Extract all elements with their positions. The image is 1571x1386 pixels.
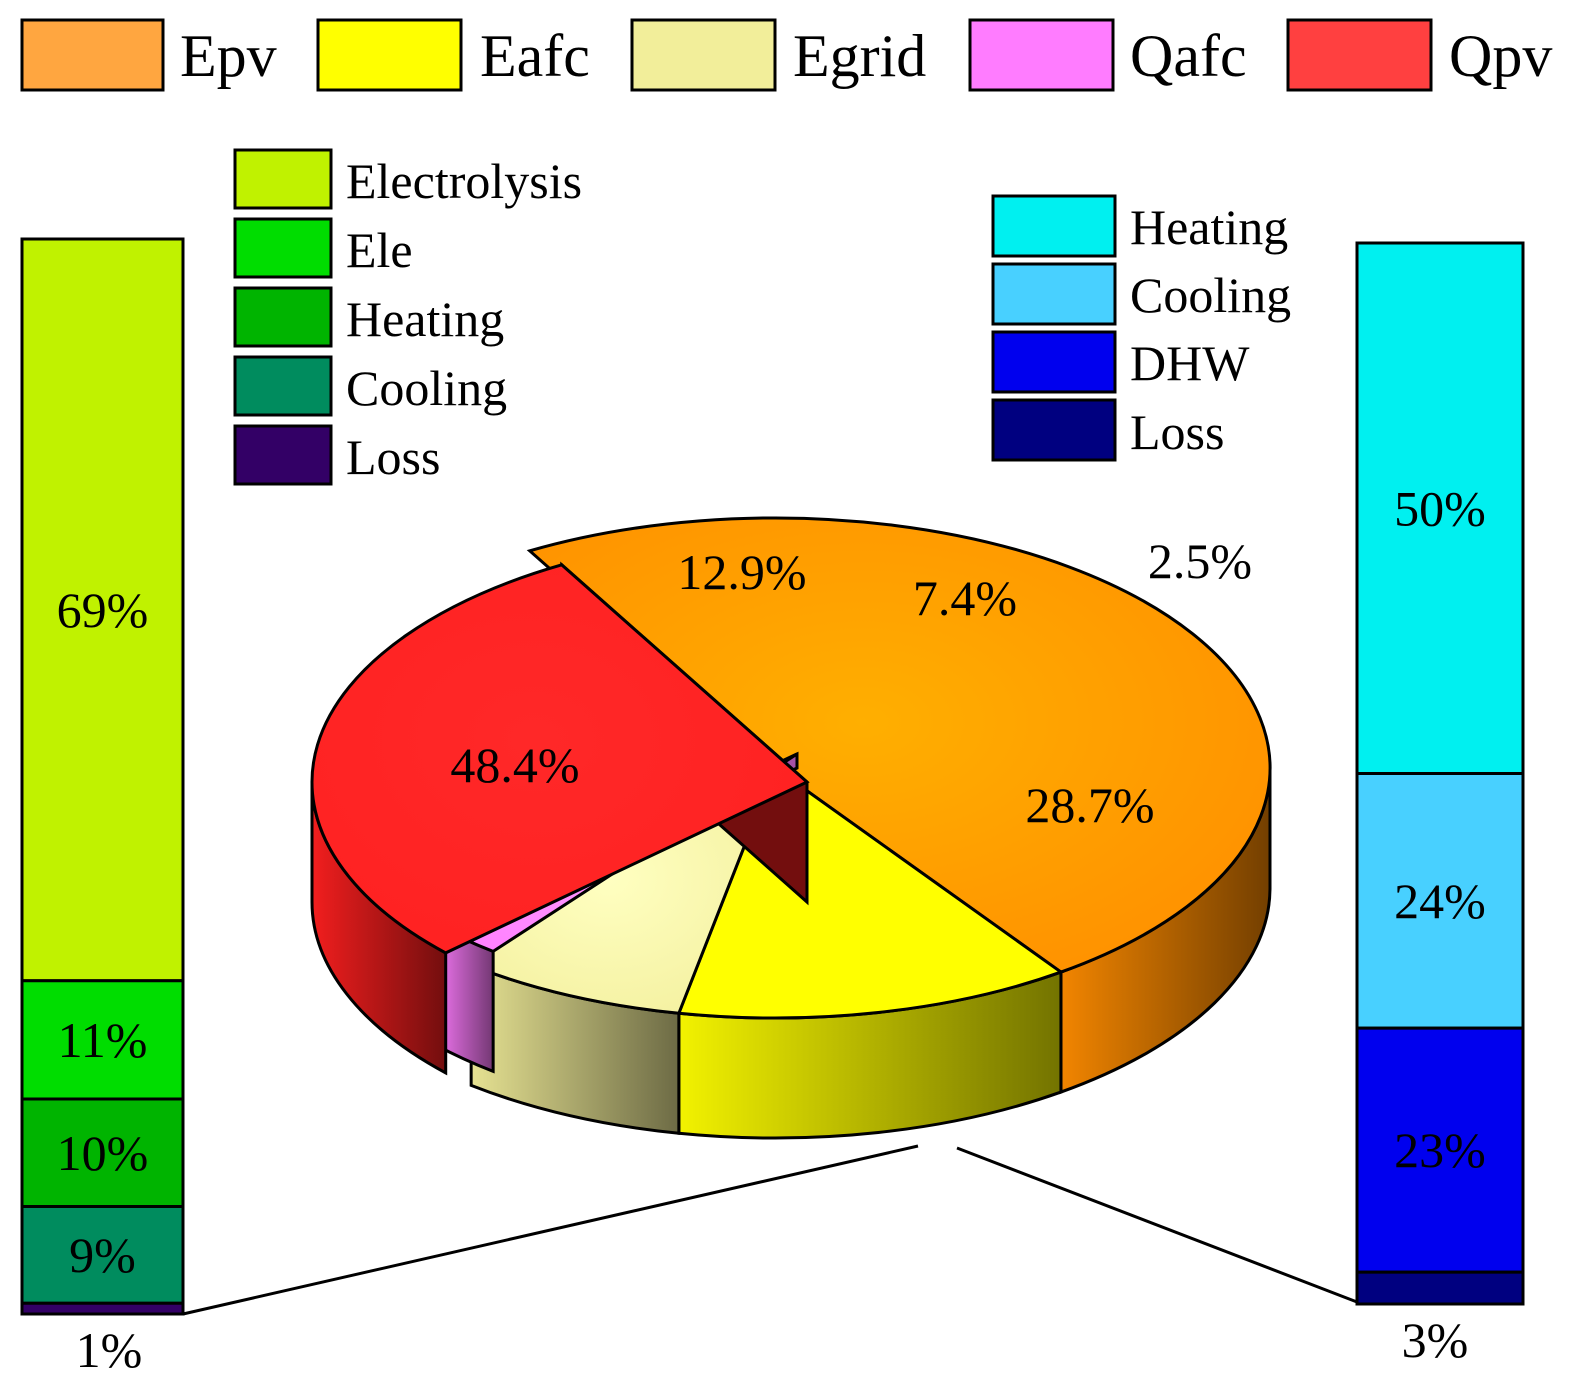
bar-label-qpv-loss: 3% bbox=[1402, 1312, 1469, 1368]
bar-label-qpv-dhw: 23% bbox=[1394, 1122, 1486, 1178]
qpv-breakdown-bar: 50% 24% 23% 3% bbox=[1355, 241, 1525, 1368]
legend-label-heating-left: Heating bbox=[346, 291, 504, 347]
legend-label-loss-right: Loss bbox=[1130, 404, 1224, 460]
bar-label-epv-cooling: 9% bbox=[69, 1227, 136, 1283]
legend-label-epv: Epv bbox=[180, 23, 277, 89]
pie-label-epv: 48.4% bbox=[450, 737, 579, 793]
connector-line-left bbox=[182, 1144, 919, 1316]
legend-label-cooling-left: Cooling bbox=[346, 360, 507, 416]
pie-label-eafc: 12.9% bbox=[677, 544, 806, 600]
legend-swatch-cooling-left bbox=[233, 355, 333, 417]
legend-swatch-heating-right bbox=[991, 194, 1117, 258]
bar-segment-qpv-loss bbox=[1355, 1270, 1525, 1306]
legend-swatch-electrolysis bbox=[233, 148, 333, 210]
legend-item-egrid: Egrid bbox=[630, 18, 926, 92]
bar-segment-qpv-heating bbox=[1355, 241, 1525, 775]
epv-breakdown-legend: Electrolysis Ele Heating Cooling Loss bbox=[233, 148, 582, 486]
bar-label-epv-loss: 1% bbox=[76, 1322, 143, 1378]
bar-label-qpv-cooling: 24% bbox=[1394, 873, 1486, 929]
bar-segment-epv-ele bbox=[20, 979, 185, 1101]
legend-swatch-loss-left bbox=[233, 424, 333, 486]
breakdown-connectors bbox=[182, 1144, 1358, 1316]
legend-swatch-qpv bbox=[1286, 18, 1433, 92]
pie-top-epv bbox=[526, 516, 1272, 974]
pie-chart bbox=[310, 516, 1272, 1140]
legend-item-epv: Epv bbox=[20, 18, 277, 92]
bar-segment-epv-cooling bbox=[20, 1205, 185, 1305]
pie-slice-qpv bbox=[310, 561, 810, 1076]
legend-item-eafc: Eafc bbox=[316, 18, 590, 92]
legend-label-egrid: Egrid bbox=[793, 23, 926, 89]
qpv-breakdown-legend: Heating Cooling DHW Loss bbox=[991, 194, 1291, 462]
pie-label-egrid: 7.4% bbox=[913, 570, 1017, 626]
bar-label-epv-ele: 11% bbox=[58, 1012, 148, 1068]
bar-segment-qpv-cooling bbox=[1355, 772, 1525, 1030]
bar-label-epv-heating: 10% bbox=[57, 1125, 149, 1181]
legend-label-electrolysis: Electrolysis bbox=[346, 153, 582, 209]
legend-swatch-ele bbox=[233, 217, 333, 279]
legend-label-eafc: Eafc bbox=[480, 23, 590, 89]
pie-label-qpv: 28.7% bbox=[1025, 777, 1154, 833]
pie-slice-epv bbox=[526, 516, 1272, 1095]
connector-line-right bbox=[956, 1146, 1358, 1304]
legend-swatch-qafc bbox=[968, 18, 1115, 92]
pie-legend: Epv Eafc Egrid Qafc Qpv bbox=[20, 18, 1552, 92]
legend-swatch-egrid bbox=[630, 18, 777, 92]
bar-label-epv-electrolysis: 69% bbox=[57, 582, 149, 638]
legend-label-qafc: Qafc bbox=[1130, 23, 1247, 89]
bar-label-qpv-heating: 50% bbox=[1394, 480, 1486, 536]
legend-label-ele: Ele bbox=[346, 222, 413, 278]
bar-segment-epv-loss bbox=[20, 1301, 185, 1316]
legend-swatch-eafc bbox=[316, 18, 463, 92]
legend-label-heating-right: Heating bbox=[1130, 199, 1288, 255]
legend-label-cooling-right: Cooling bbox=[1130, 267, 1291, 323]
pie-data-labels: 48.4% 12.9% 7.4% 2.5% 28.7% bbox=[450, 533, 1252, 833]
legend-label-loss-left: Loss bbox=[346, 429, 440, 485]
legend-item-qafc: Qafc bbox=[968, 18, 1247, 92]
legend-label-dhw: DHW bbox=[1130, 335, 1250, 391]
bar-segment-epv-electrolysis bbox=[20, 237, 185, 983]
legend-item-qpv: Qpv bbox=[1286, 18, 1552, 92]
legend-swatch-epv bbox=[20, 18, 165, 92]
legend-swatch-heating-left bbox=[233, 286, 333, 348]
pie-top-qpv bbox=[310, 563, 810, 955]
epv-breakdown-bar: 69% 11% 10% 9% 1% bbox=[20, 237, 185, 1378]
legend-label-qpv: Qpv bbox=[1449, 23, 1552, 89]
legend-swatch-dhw bbox=[991, 330, 1117, 394]
pie-label-qafc: 2.5% bbox=[1148, 533, 1252, 589]
legend-swatch-cooling-right bbox=[991, 262, 1117, 326]
legend-swatch-loss-right bbox=[991, 398, 1117, 462]
